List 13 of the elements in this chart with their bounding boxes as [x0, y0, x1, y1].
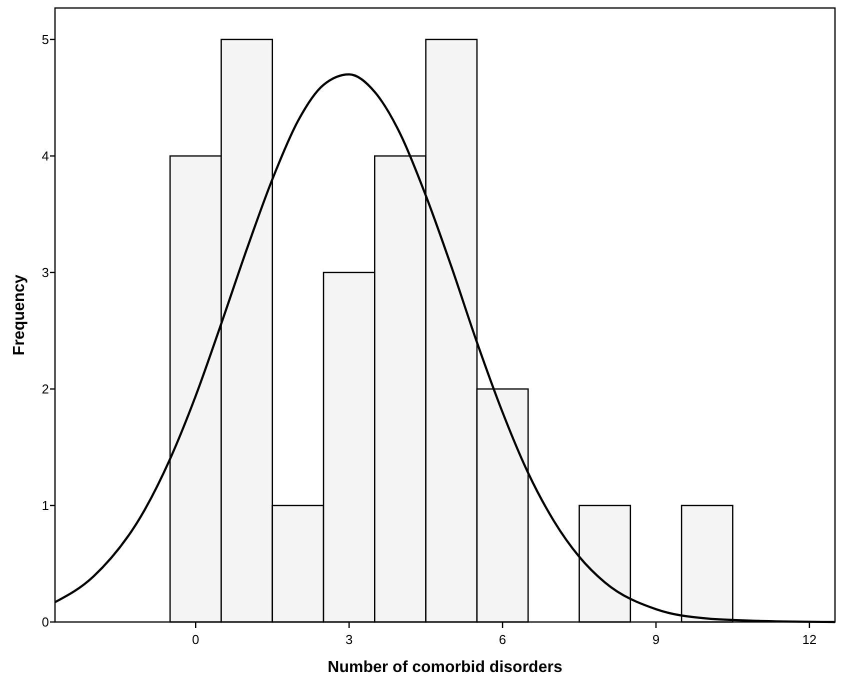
y-tick-label: 0: [42, 614, 49, 630]
y-tick-label: 5: [42, 32, 49, 47]
x-tick-label: 9: [652, 632, 660, 647]
x-tick-label: 0: [192, 632, 200, 647]
x-tick-label: 6: [498, 632, 506, 647]
y-tick-label: 3: [42, 264, 49, 280]
y-axis-title: Frequency: [11, 274, 28, 356]
y-tick-label: 4: [42, 148, 49, 164]
x-tick-label: 3: [345, 632, 353, 647]
x-axis-title: Number of comorbid disorders: [328, 659, 562, 676]
x-tick-label: 12: [802, 632, 817, 647]
y-tick-label: 2: [42, 381, 49, 396]
y-tick-label: 1: [42, 498, 49, 513]
